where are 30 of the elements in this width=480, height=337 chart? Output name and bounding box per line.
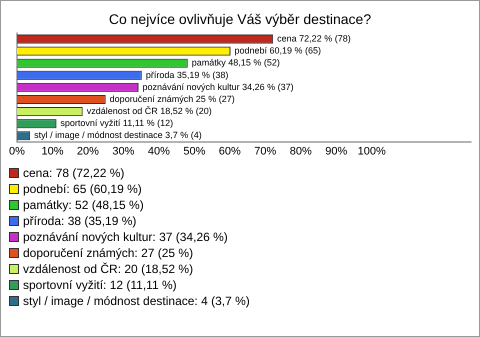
text: vzdálenost od ČR: 20 (18,52 %)	[23, 262, 194, 276]
category-label: sportovní vyžití 11,11 % (12)	[60, 118, 174, 128]
text: podnebí: 65 (60,19 %)	[23, 182, 142, 196]
text: styl / image / módnost destinace: 4 (3,7 %)	[23, 294, 250, 308]
x-tick-label: 0%	[9, 145, 26, 158]
x-tick-label: 80%	[290, 145, 312, 158]
x-tick-label: 20%	[76, 145, 100, 158]
text: sportovní vyžití: 12 (11,11 %)	[23, 278, 177, 292]
category-label: styl / image / módnost destinace 3,7 % (4)	[34, 130, 202, 140]
category-label: památky 48,15 % (52)	[192, 58, 280, 68]
chart-title: Co nejvíce ovlivňuje Váš výběr destinace?	[108, 11, 372, 29]
text: cena: 78 (72,22 %)	[23, 166, 124, 180]
text: památky: 52 (48,15 %)	[23, 198, 144, 212]
category-label: cena 72,22 % (78)	[277, 34, 351, 44]
category-label: doporučení známých 25 % (27)	[110, 94, 235, 104]
text: příroda: 38 (35,19 %)	[23, 214, 136, 228]
category-label: poznávání nových kultur 34,26 % (37)	[142, 82, 294, 92]
category-label: příroda 35,19 % (38)	[146, 70, 228, 80]
text: poznávání nových kultur: 37 (34,26 %)	[23, 230, 228, 244]
x-tick-label: 90%	[325, 145, 348, 158]
category-label: vzdálenost od ČR 18,52 % (20)	[86, 106, 212, 116]
x-tick-label: 100%	[358, 145, 386, 158]
x-tick-label: 60%	[218, 145, 242, 158]
x-tick-label: 40%	[148, 145, 170, 158]
x-tick-label: 10%	[41, 145, 64, 158]
x-tick-label: 70%	[254, 145, 276, 158]
category-label: podnebí 60,19 % (65)	[234, 46, 322, 56]
x-tick-label: 50%	[183, 145, 206, 158]
text: doporučení známých: 27 (25 %)	[23, 246, 194, 260]
x-tick-label: 30%	[112, 145, 135, 158]
